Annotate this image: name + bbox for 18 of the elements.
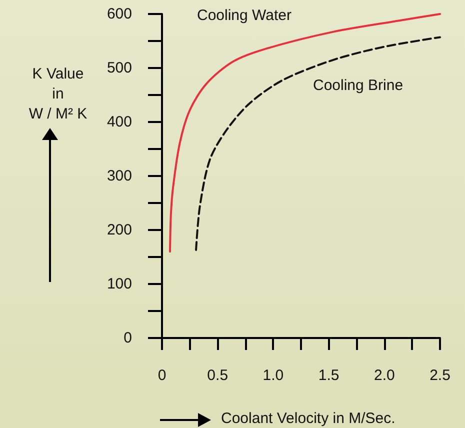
series-label: Cooling Brine — [313, 77, 404, 94]
y-tick-label: 100 — [106, 276, 132, 292]
x-tick-label: 1.5 — [318, 367, 340, 384]
y-tick-label: 400 — [106, 114, 132, 130]
y-tick-label: 500 — [106, 60, 132, 76]
line-series — [195, 36, 441, 251]
x-tick-label: 2.5 — [430, 367, 450, 384]
x-axis-title: Coolant Velocity in M/Sec. — [221, 410, 396, 427]
y-tick-label: 300 — [106, 168, 132, 184]
x-tick-label: 1.0 — [262, 367, 284, 384]
x-tick-label: 2.0 — [374, 367, 395, 384]
x-tick-label: 0.5 — [207, 367, 228, 384]
y-tick-label: 200 — [106, 222, 132, 238]
y-tick-label: 600 — [106, 6, 132, 22]
y-axis-title: K Value in W / M² K — [28, 66, 88, 122]
series-label: Cooling Water — [197, 7, 292, 24]
y-tick-label: 0 — [124, 330, 132, 346]
x-tick-label: 0 — [158, 367, 166, 384]
